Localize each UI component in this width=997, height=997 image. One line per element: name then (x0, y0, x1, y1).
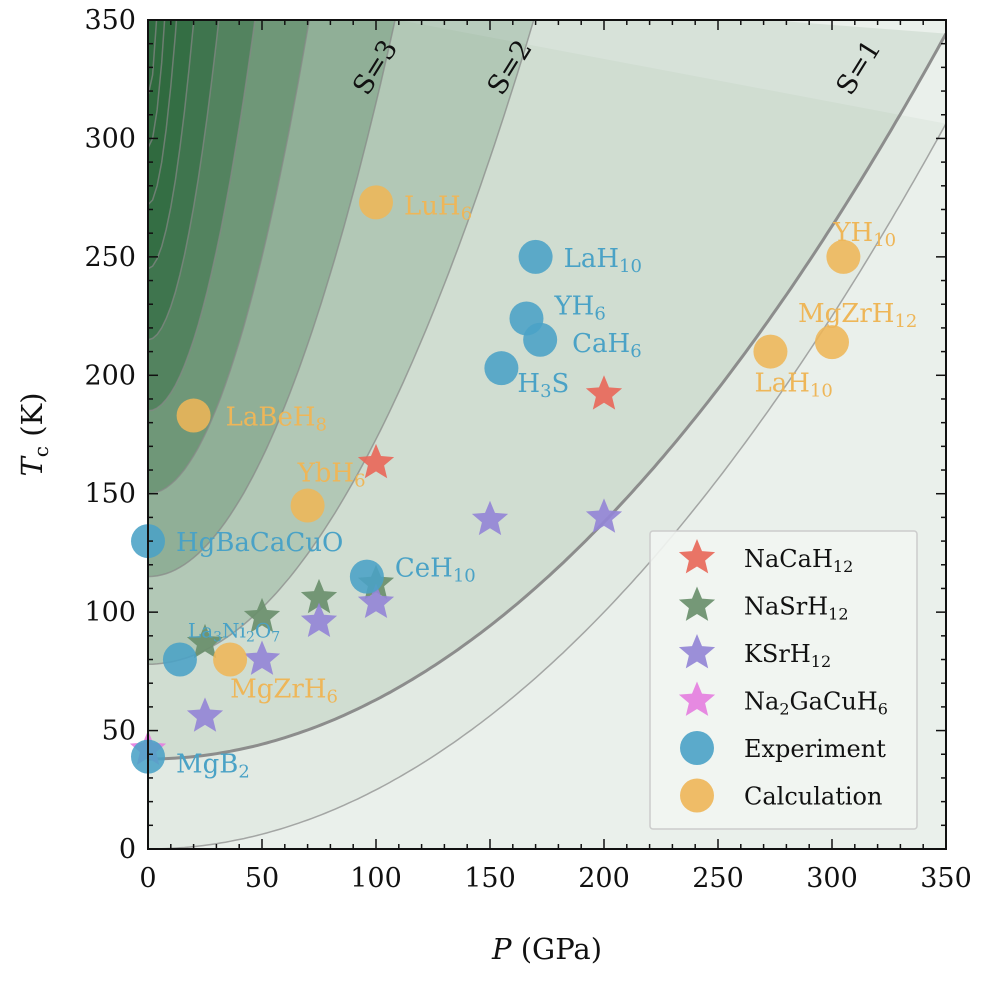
point-label: H3S (517, 369, 569, 402)
x-tick-label: 300 (806, 863, 858, 894)
star-point (243, 597, 281, 633)
legend-marker (678, 634, 716, 669)
star-point (300, 602, 338, 637)
y-tick-label: 150 (84, 479, 136, 510)
legend-label: NaSrH12 (744, 593, 849, 624)
contour-band (148, 20, 946, 759)
x-tick-label: 0 (139, 863, 156, 894)
point-label: LaH10 (564, 244, 642, 277)
contour-band (148, 20, 157, 96)
y-tick-label: 300 (84, 123, 136, 154)
contour-band (148, 20, 534, 665)
star-point (585, 498, 623, 533)
star-point (243, 640, 281, 675)
contour-band (148, 20, 396, 577)
experiment-point (484, 351, 519, 386)
legend: NaCaH12 NaSrH12 KSrH12 Na2GaCuH6 Experiment C… (649, 530, 918, 830)
point-label: MgZrH6 (230, 675, 338, 708)
contour-line (148, 20, 158, 96)
legend-marker (680, 778, 714, 813)
experiment-point (162, 642, 197, 677)
contour-line (148, 20, 256, 412)
contour-line-s1 (148, 32, 946, 761)
calculation-point (815, 325, 849, 360)
star-point (471, 500, 509, 536)
legend-marker (680, 731, 714, 765)
x-tick-label: 50 (245, 863, 279, 894)
contour-band (148, 20, 946, 849)
legend-marker (678, 681, 716, 716)
x-tick-label: 100 (350, 863, 402, 894)
legend-label: Calculation (744, 783, 882, 811)
star-point (186, 623, 224, 659)
y-tick-label: 350 (84, 5, 136, 36)
x-tick-label: 150 (464, 863, 516, 894)
legend-label: NaCaH12 (744, 545, 853, 576)
experiment-point (349, 559, 384, 594)
star-point (357, 443, 395, 479)
point-label: LaBeH8 (226, 403, 327, 436)
point-label: CeH10 (395, 554, 476, 587)
x-tick-label: 250 (692, 863, 744, 894)
calculation-point (826, 239, 861, 274)
y-axis-label: Tc (K) (15, 392, 53, 476)
legend-marker (678, 586, 716, 621)
contour-line (148, 20, 178, 206)
y-tick-label: 250 (84, 242, 136, 273)
x-tick-label: 350 (920, 863, 972, 894)
contour-layer (148, 20, 946, 849)
y-tick-label: 50 (102, 716, 136, 747)
point-label: La3Ni2O7 (188, 619, 280, 646)
calculation-point (753, 334, 788, 369)
experiment-point (518, 239, 553, 274)
point-label: YH6 (553, 291, 605, 324)
point-label: CaH6 (572, 329, 642, 362)
contour-line (148, 20, 166, 149)
point-label: MgZrH12 (798, 299, 917, 332)
contour-line (148, 20, 535, 666)
legend-box (649, 530, 918, 830)
point-label: MgB2 (176, 750, 250, 783)
data-points (129, 185, 861, 774)
contour-line (148, 20, 396, 578)
calculation-point (176, 398, 211, 433)
star-point (357, 583, 395, 618)
y-tick-label: 0 (119, 834, 136, 865)
y-tick-label: 200 (84, 360, 136, 391)
legend-label: Na2GaCuH6 (744, 688, 888, 719)
plot-frame (147, 19, 947, 850)
calculation-point (290, 488, 325, 523)
y-tick-label: 100 (84, 597, 136, 628)
star-point (186, 697, 224, 732)
point-label: YbH6 (297, 459, 366, 492)
contour-line (148, 123, 946, 849)
contour-line (148, 20, 220, 341)
point-label: LuH6 (404, 191, 472, 224)
point-label: YH10 (832, 218, 896, 251)
legend-label: Experiment (744, 735, 886, 763)
point-label: HgBaCaCuO (176, 528, 343, 558)
axes: 0 50 100 150 200 250 300 350 0 50 100 150 200 250 300 3… (15, 5, 972, 966)
calculation-point (213, 642, 248, 677)
x-tick-label: 200 (578, 863, 630, 894)
legend-marker (678, 539, 716, 574)
experiment-point (523, 322, 558, 357)
point-labels: MgB2 HgBaCaCuO La3Ni2O7 CeH10 H3S YH6 CaH6 LaH1… (176, 191, 917, 783)
point-label: LaH10 (754, 369, 832, 402)
star-point (300, 578, 338, 614)
legend-label: KSrH12 (744, 640, 831, 671)
contour-line (148, 20, 310, 495)
star-point (585, 375, 623, 410)
x-axis-label: P (GPa) (491, 932, 602, 966)
contour-line (148, 20, 195, 270)
calculation-point (359, 185, 393, 220)
